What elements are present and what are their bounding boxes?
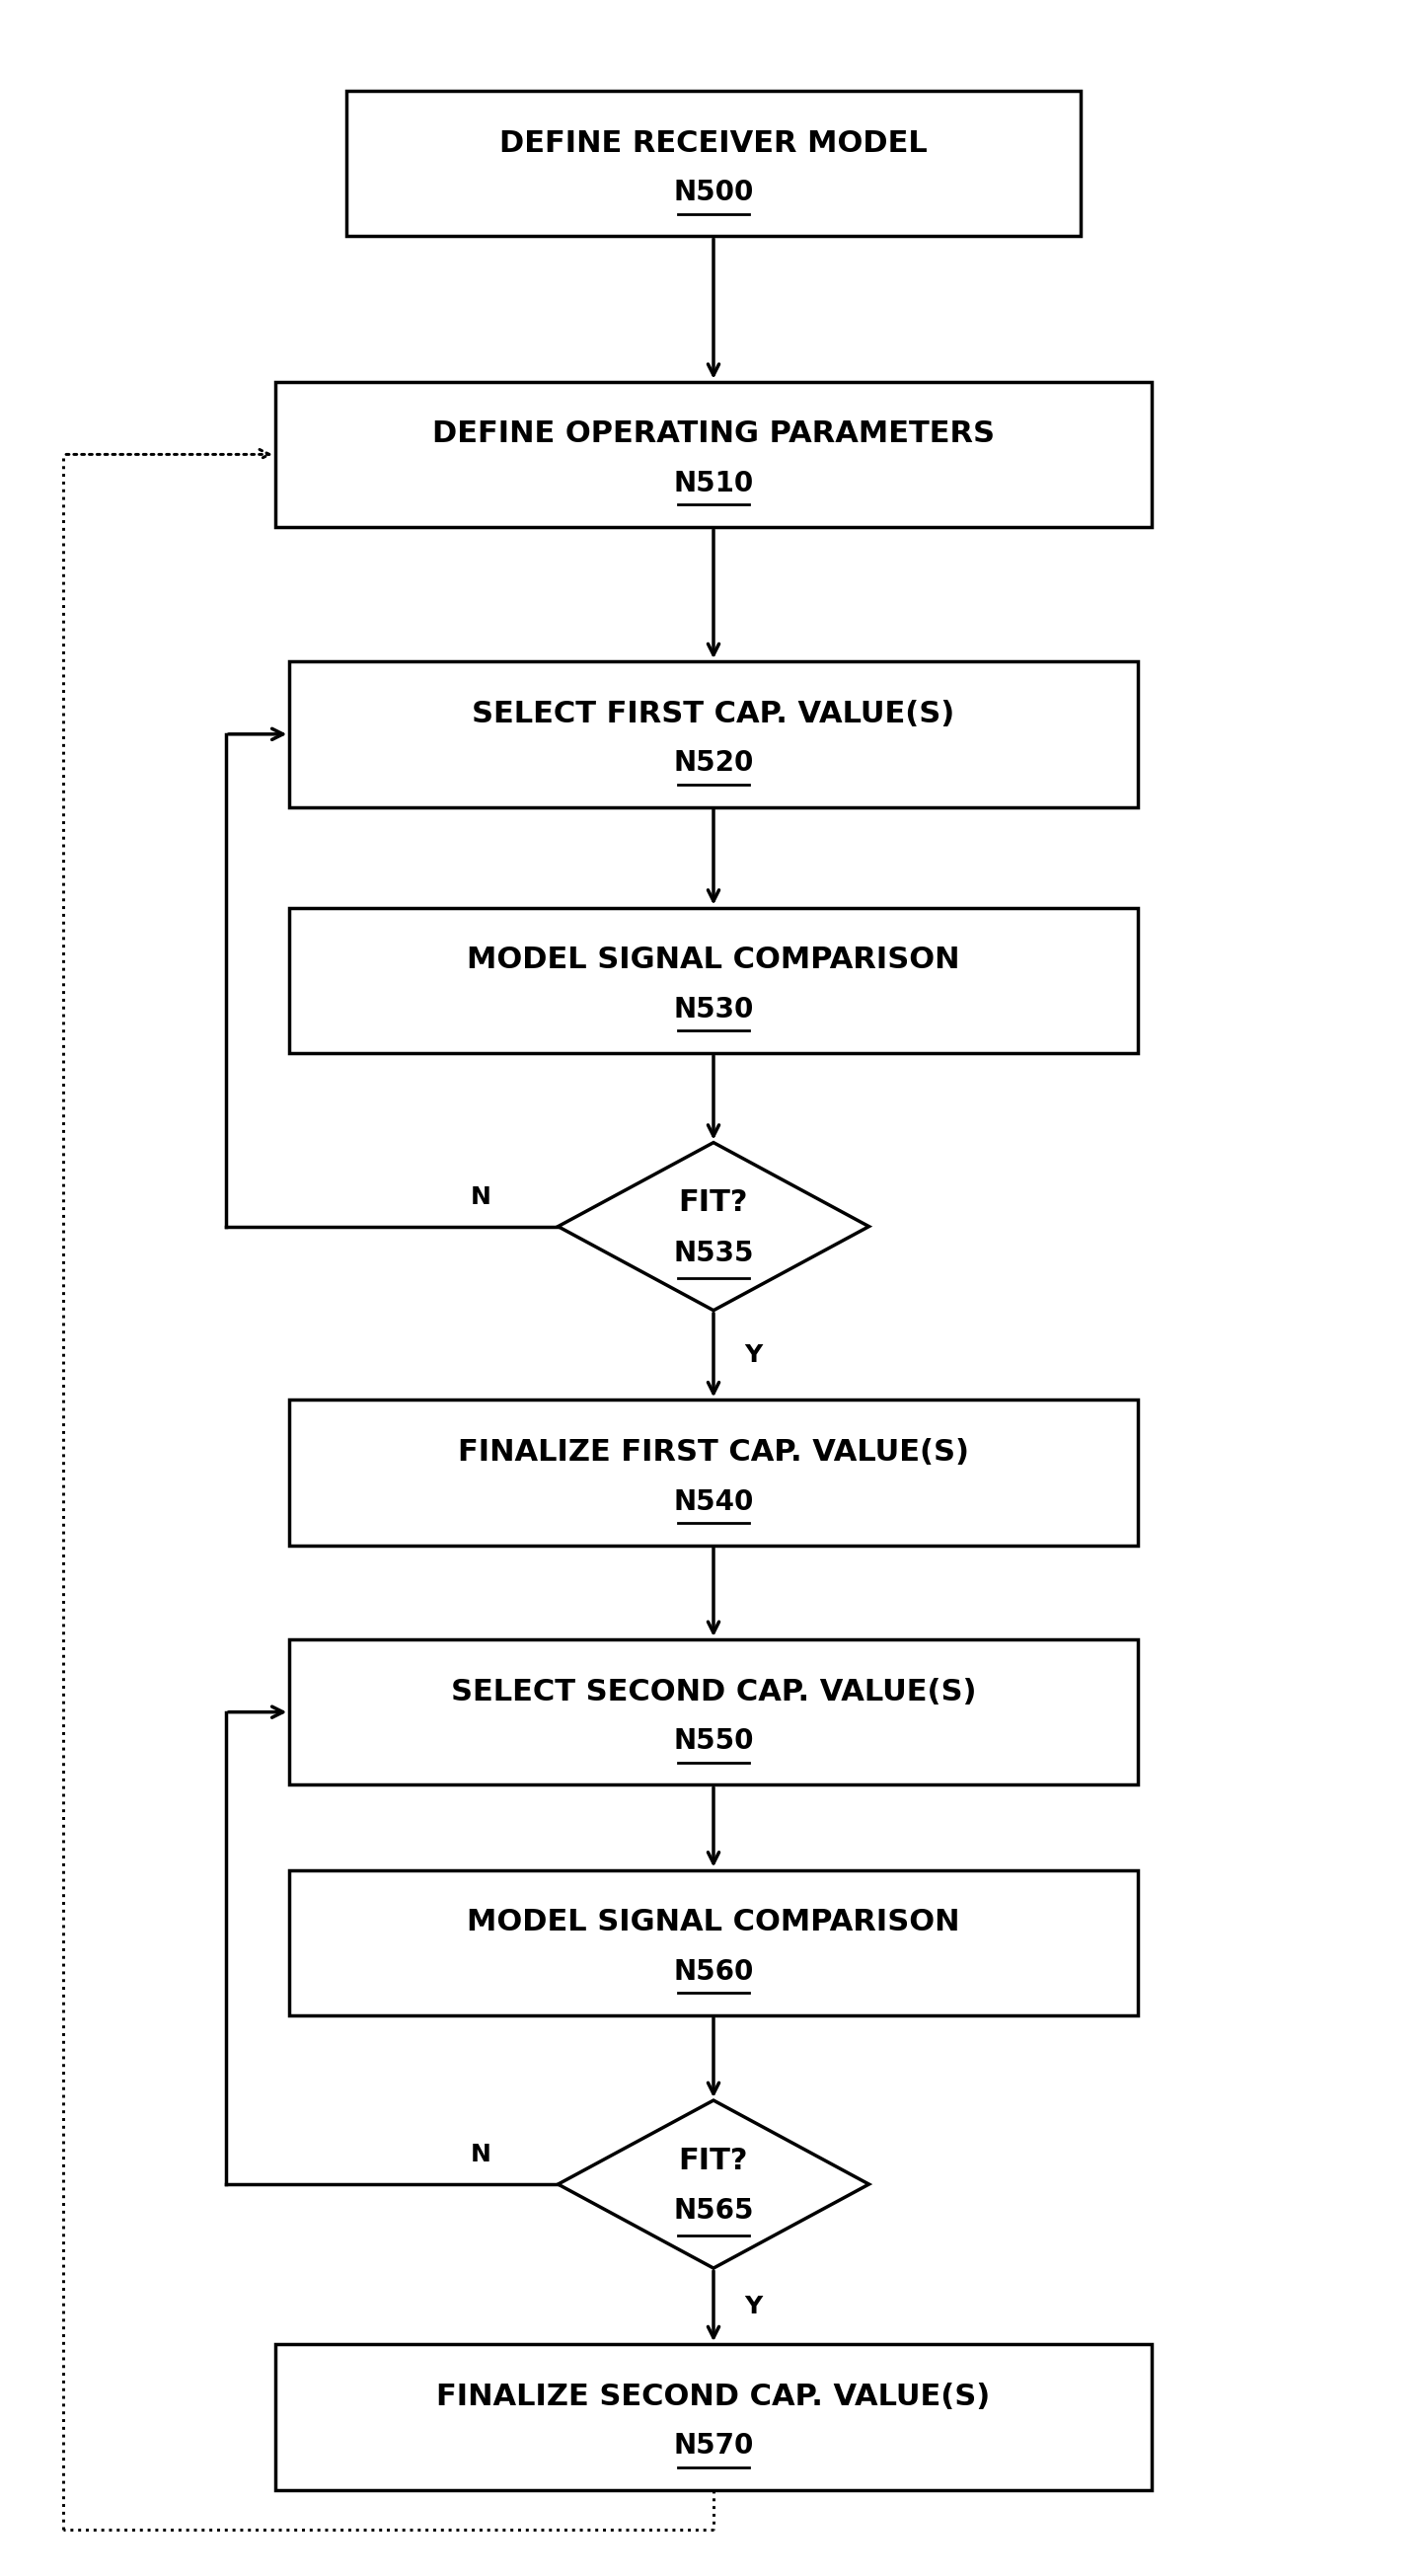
Polygon shape bbox=[558, 2099, 869, 2267]
Text: N: N bbox=[469, 2143, 491, 2166]
Text: SELECT FIRST CAP. VALUE(S): SELECT FIRST CAP. VALUE(S) bbox=[472, 701, 955, 729]
Bar bbox=[290, 662, 1137, 806]
Text: DEFINE OPERATING PARAMETERS: DEFINE OPERATING PARAMETERS bbox=[432, 420, 995, 448]
Text: N535: N535 bbox=[674, 1239, 753, 1267]
Text: Y: Y bbox=[745, 1342, 762, 1368]
Bar bbox=[290, 907, 1137, 1054]
Text: N550: N550 bbox=[674, 1728, 753, 1754]
Text: MODEL SIGNAL COMPARISON: MODEL SIGNAL COMPARISON bbox=[467, 1909, 960, 1937]
Text: N530: N530 bbox=[674, 994, 753, 1023]
Text: MODEL SIGNAL COMPARISON: MODEL SIGNAL COMPARISON bbox=[467, 945, 960, 974]
Polygon shape bbox=[558, 1144, 869, 1311]
Text: N510: N510 bbox=[674, 469, 753, 497]
Bar bbox=[290, 1638, 1137, 1785]
Text: N: N bbox=[469, 1185, 491, 1208]
Text: DEFINE RECEIVER MODEL: DEFINE RECEIVER MODEL bbox=[499, 129, 928, 157]
Bar bbox=[290, 1870, 1137, 2014]
Text: N520: N520 bbox=[674, 750, 753, 778]
Bar bbox=[275, 2344, 1152, 2488]
Text: Y: Y bbox=[745, 2295, 762, 2318]
Bar bbox=[345, 90, 1082, 237]
Text: N540: N540 bbox=[674, 1489, 753, 1515]
Text: SELECT SECOND CAP. VALUE(S): SELECT SECOND CAP. VALUE(S) bbox=[451, 1677, 976, 1705]
Bar bbox=[290, 1399, 1137, 1546]
Text: N560: N560 bbox=[674, 1958, 753, 1986]
Text: FINALIZE FIRST CAP. VALUE(S): FINALIZE FIRST CAP. VALUE(S) bbox=[458, 1437, 969, 1466]
Text: N565: N565 bbox=[674, 2197, 753, 2226]
Text: N500: N500 bbox=[674, 178, 753, 206]
Text: FINALIZE SECOND CAP. VALUE(S): FINALIZE SECOND CAP. VALUE(S) bbox=[437, 2383, 990, 2411]
Text: N570: N570 bbox=[674, 2432, 753, 2460]
Bar bbox=[275, 381, 1152, 528]
Text: FIT?: FIT? bbox=[679, 2146, 748, 2174]
Text: FIT?: FIT? bbox=[679, 1188, 748, 1218]
